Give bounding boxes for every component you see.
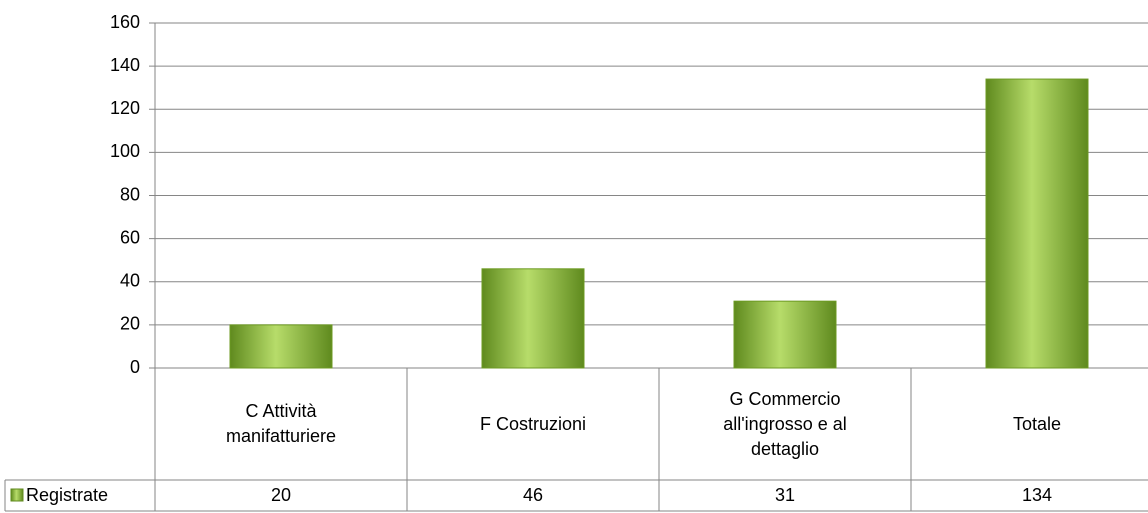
y-tick-label: 40 [120, 271, 140, 291]
bar [985, 78, 1089, 369]
x-tick-label: C Attività manifatturiere [225, 401, 337, 446]
x-tick-label: G Commercio all'ingrosso e al dettaglio [723, 388, 847, 459]
bar [733, 300, 837, 369]
y-tick-label: 60 [120, 227, 140, 247]
legend-label: Registrate [26, 485, 109, 505]
y-tick-label: 20 [120, 314, 140, 334]
y-tick-label: 120 [110, 98, 140, 118]
bar [481, 268, 585, 369]
y-tick-label: 100 [110, 141, 140, 161]
y-tick-label: 140 [110, 55, 140, 75]
y-tick-label: 0 [130, 357, 140, 377]
table-value: 46 [522, 485, 544, 505]
y-tick-label: 160 [110, 12, 140, 32]
bar [229, 324, 333, 369]
x-tick-label: F Costruzioni [479, 413, 587, 434]
y-tick-label: 80 [120, 184, 140, 204]
table-value: 20 [270, 485, 292, 505]
legend-marker [10, 488, 24, 502]
x-tick-label: Totale [1012, 413, 1062, 434]
table-value: 31 [774, 485, 796, 505]
table-value: 134 [1021, 485, 1053, 505]
